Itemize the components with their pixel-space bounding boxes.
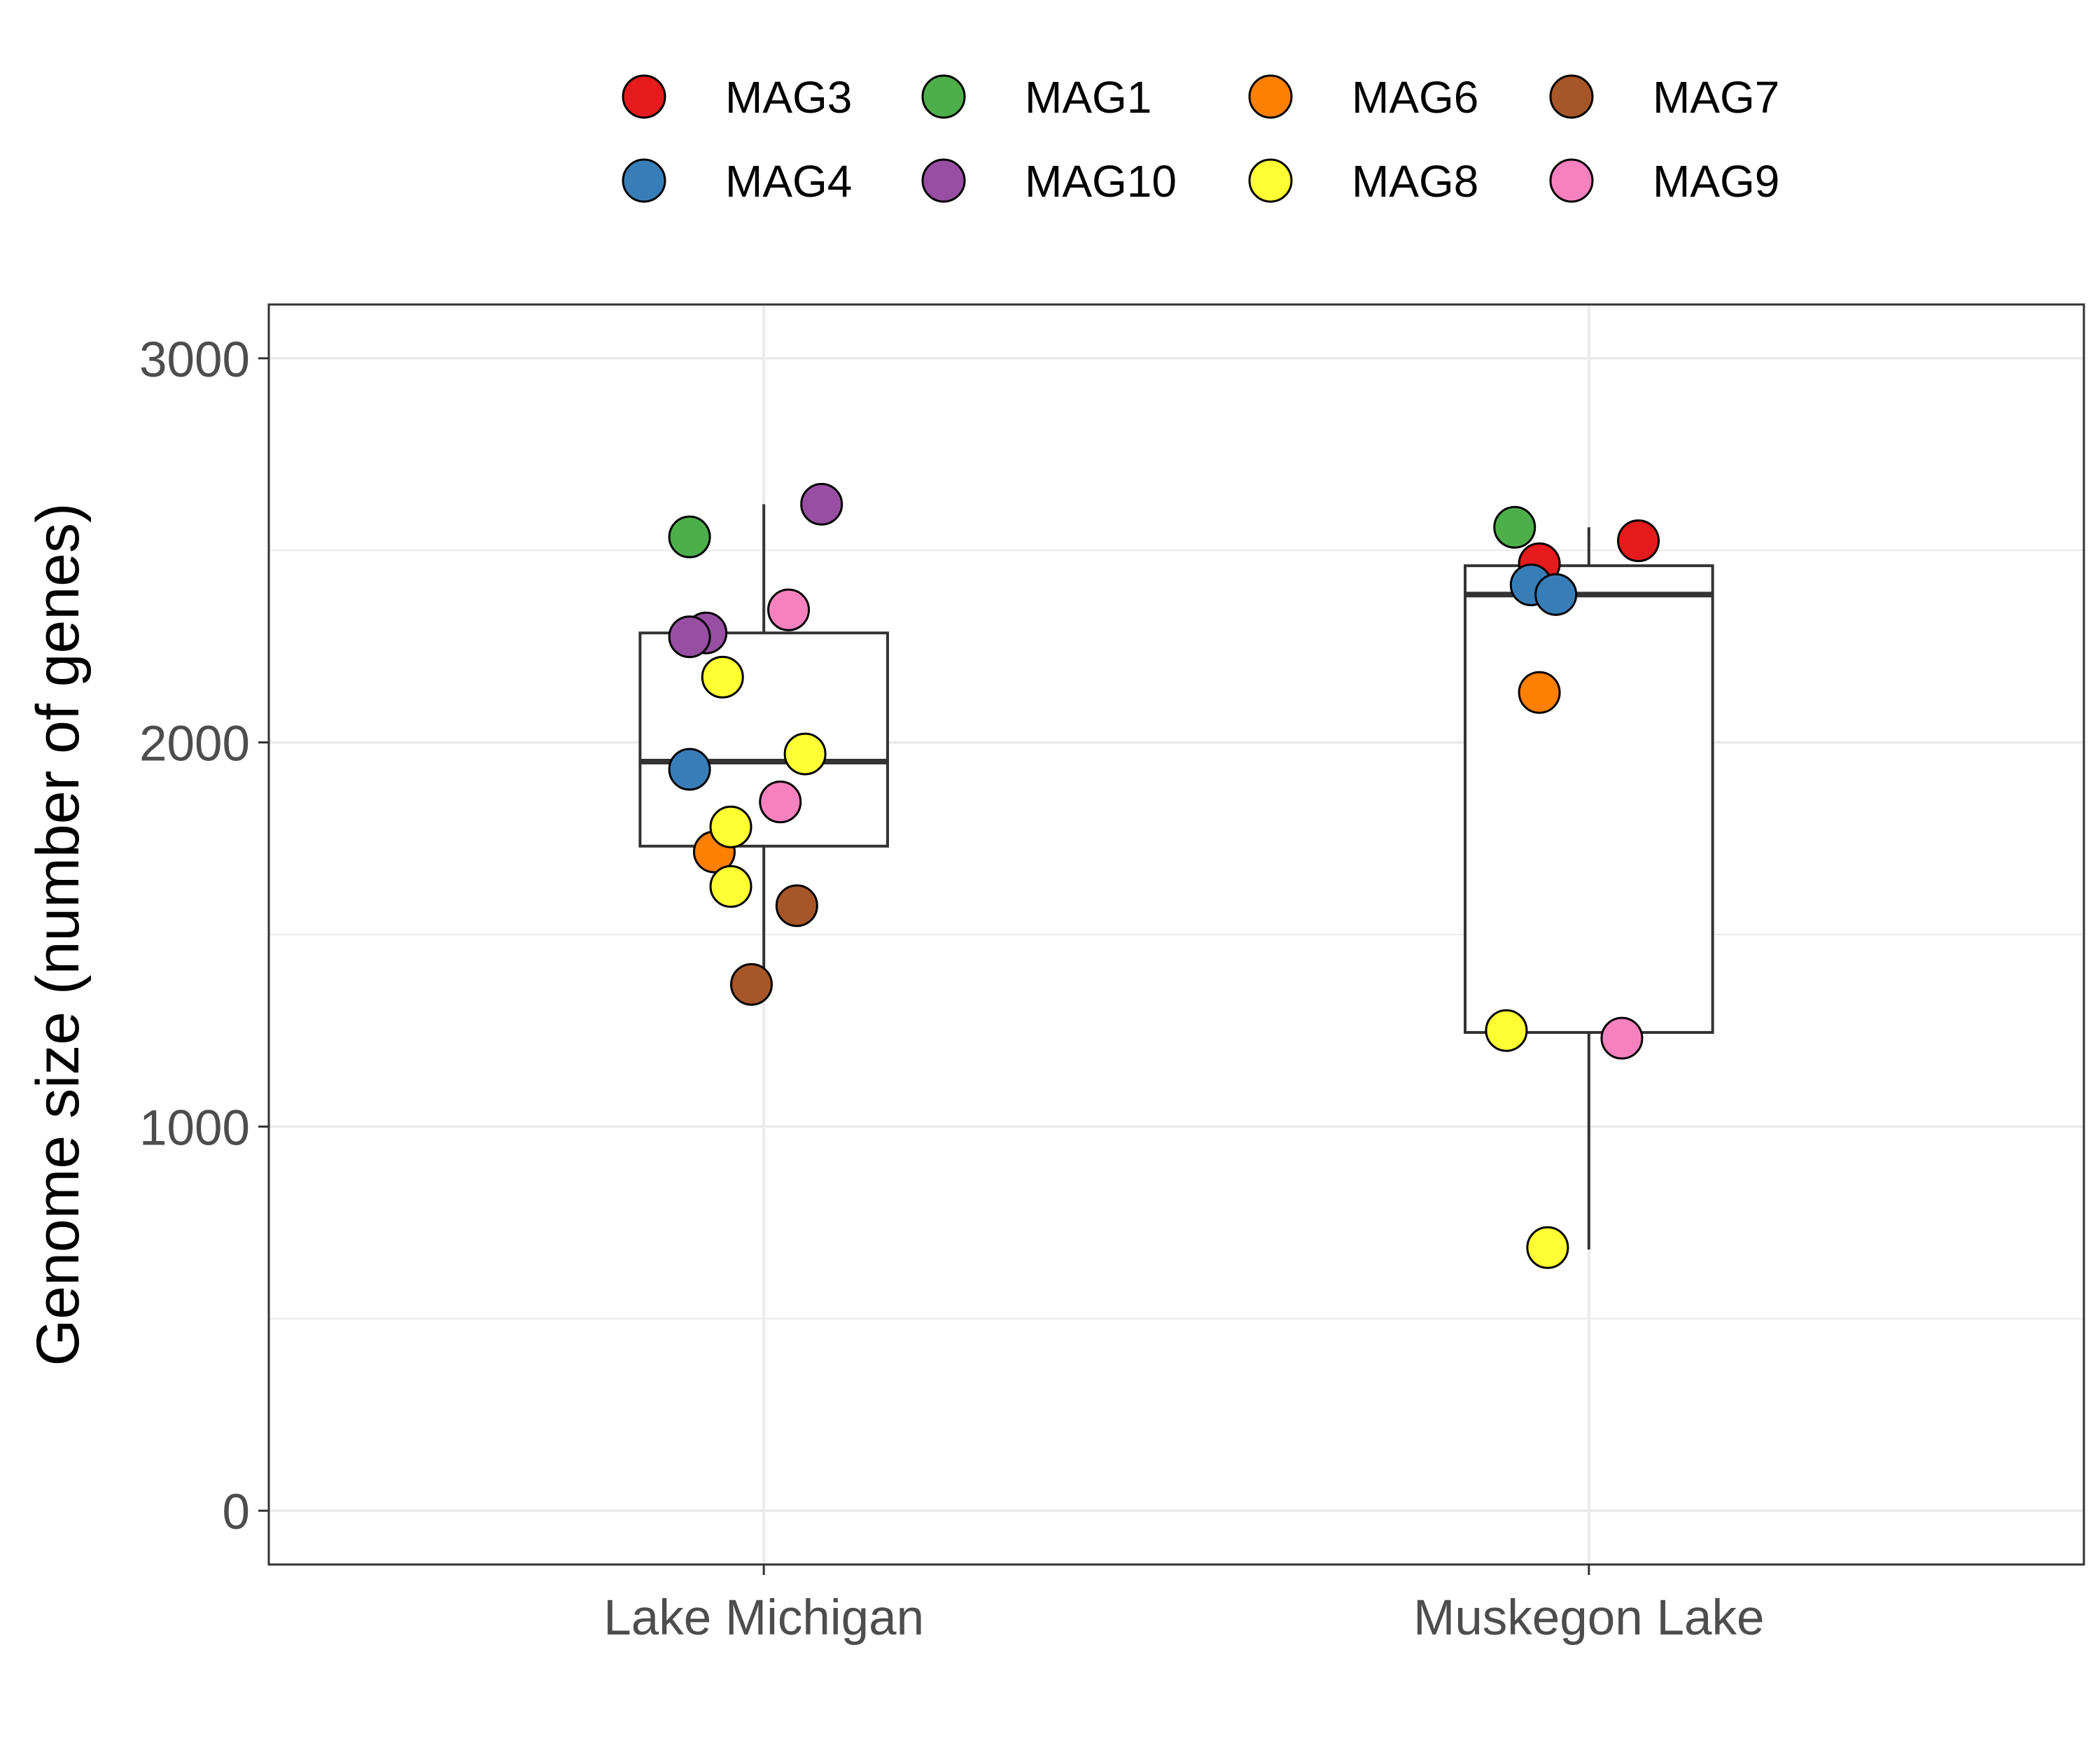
legend-marker — [1248, 74, 1293, 119]
legend-label: MAG10 — [1025, 156, 1177, 206]
y-tick-label: 1000 — [139, 1100, 250, 1156]
legend-marker — [622, 158, 666, 203]
legend-item-mag8: MAG8 — [1248, 156, 1478, 206]
point-mag7 — [730, 962, 774, 1006]
point-mag9 — [767, 588, 811, 631]
x-tick-label: Muskegon Lake — [1413, 1590, 1764, 1646]
point-mag4 — [1534, 573, 1578, 616]
legend-item-mag10: MAG10 — [921, 156, 1177, 206]
legend-item-mag4: MAG4 — [622, 156, 852, 206]
legend: MAG3 MAG4 MAG1 MAG10 MAG6 MAG8 MAG7 MAG9 — [622, 72, 1779, 206]
legend-item-mag7: MAG7 — [1549, 72, 1779, 122]
legend-item-mag6: MAG6 — [1248, 72, 1478, 122]
y-tick-label: 3000 — [139, 332, 250, 388]
point-mag8 — [709, 864, 752, 908]
point-mag8 — [709, 805, 752, 848]
y-axis-title: Genome size (number of genes) — [24, 503, 92, 1366]
point-mag8 — [1485, 1009, 1528, 1052]
legend-marker — [1549, 158, 1594, 203]
point-mag4 — [668, 748, 711, 791]
legend-label: MAG3 — [725, 72, 852, 122]
point-mag10 — [668, 615, 711, 659]
legend-label: MAG6 — [1352, 72, 1478, 122]
legend-marker — [622, 74, 666, 119]
y-tick-label: 2000 — [139, 717, 250, 772]
legend-label: MAG8 — [1352, 156, 1478, 206]
y-tick-label: 0 — [223, 1485, 251, 1540]
point-layer — [668, 482, 1660, 1269]
point-mag7 — [775, 884, 818, 927]
legend-marker — [921, 158, 966, 203]
point-mag6 — [1518, 671, 1561, 714]
legend-label: MAG7 — [1653, 72, 1779, 122]
point-mag9 — [759, 780, 802, 824]
point-mag9 — [1600, 1016, 1644, 1060]
legend-marker — [1248, 158, 1293, 203]
legend-item-mag1: MAG1 — [921, 72, 1152, 122]
y-axis: 0 1000 2000 3000 — [139, 332, 269, 1540]
legend-marker — [921, 74, 966, 119]
box-muskegon-lake — [1464, 527, 1714, 1250]
legend-label: MAG4 — [725, 156, 852, 206]
x-tick-label: Lake Michigan — [603, 1590, 924, 1646]
point-mag8 — [701, 655, 744, 699]
panel-border — [267, 303, 2085, 1566]
legend-item-mag3: MAG3 — [622, 72, 852, 122]
legend-item-mag9: MAG9 — [1549, 156, 1779, 206]
box-body — [1464, 564, 1714, 1034]
point-mag1 — [1493, 505, 1536, 549]
legend-label: MAG9 — [1653, 156, 1779, 206]
point-mag3 — [1617, 519, 1660, 562]
legend-label: MAG1 — [1025, 72, 1152, 122]
point-mag8 — [1526, 1226, 1569, 1269]
point-mag1 — [668, 515, 711, 559]
legend-marker — [1549, 74, 1594, 119]
x-axis: Lake Michigan Muskegon Lake — [603, 1564, 1764, 1646]
point-mag10 — [800, 482, 844, 526]
point-mag8 — [783, 732, 827, 776]
box-layer — [638, 504, 1714, 1250]
